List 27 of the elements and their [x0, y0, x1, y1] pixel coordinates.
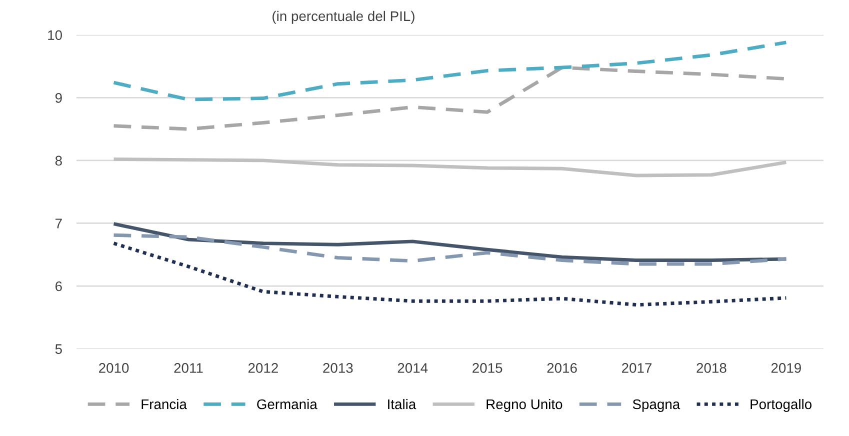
legend-label: Spagna [632, 399, 680, 412]
y-tick-label: 5 [55, 344, 62, 354]
x-tick-label: 2016 [547, 363, 577, 373]
x-tick-label: 2019 [771, 363, 801, 373]
line-series [112, 40, 788, 102]
x-tick-label: 2012 [248, 363, 278, 373]
y-tick-label: 7 [56, 218, 62, 228]
y-tick-label: 9 [55, 93, 62, 103]
legend-label: Italia [388, 398, 416, 410]
y-tick-label: 8 [55, 156, 62, 166]
x-tick-label: 2014 [398, 363, 428, 373]
legend-label: Regno Unito [486, 398, 562, 412]
legend-label: Portogallo [750, 398, 812, 412]
x-tick-label: 2010 [99, 363, 129, 373]
chart-subtitle: (in percentuale del PIL) [272, 10, 414, 24]
x-tick-label: 2011 [174, 363, 203, 373]
y-tick-label: 6 [56, 281, 62, 292]
y-tick-label: 10 [48, 30, 62, 40]
x-tick-label: 2013 [323, 363, 353, 373]
x-tick-label: 2018 [696, 363, 726, 373]
x-tick-label: 2015 [472, 363, 502, 373]
legend-label: Francia [142, 398, 187, 410]
legend-label: Germania [257, 398, 318, 410]
x-tick-label: 2017 [622, 363, 652, 373]
line-series [112, 233, 788, 266]
line-series [112, 157, 788, 178]
line-series [112, 242, 788, 307]
